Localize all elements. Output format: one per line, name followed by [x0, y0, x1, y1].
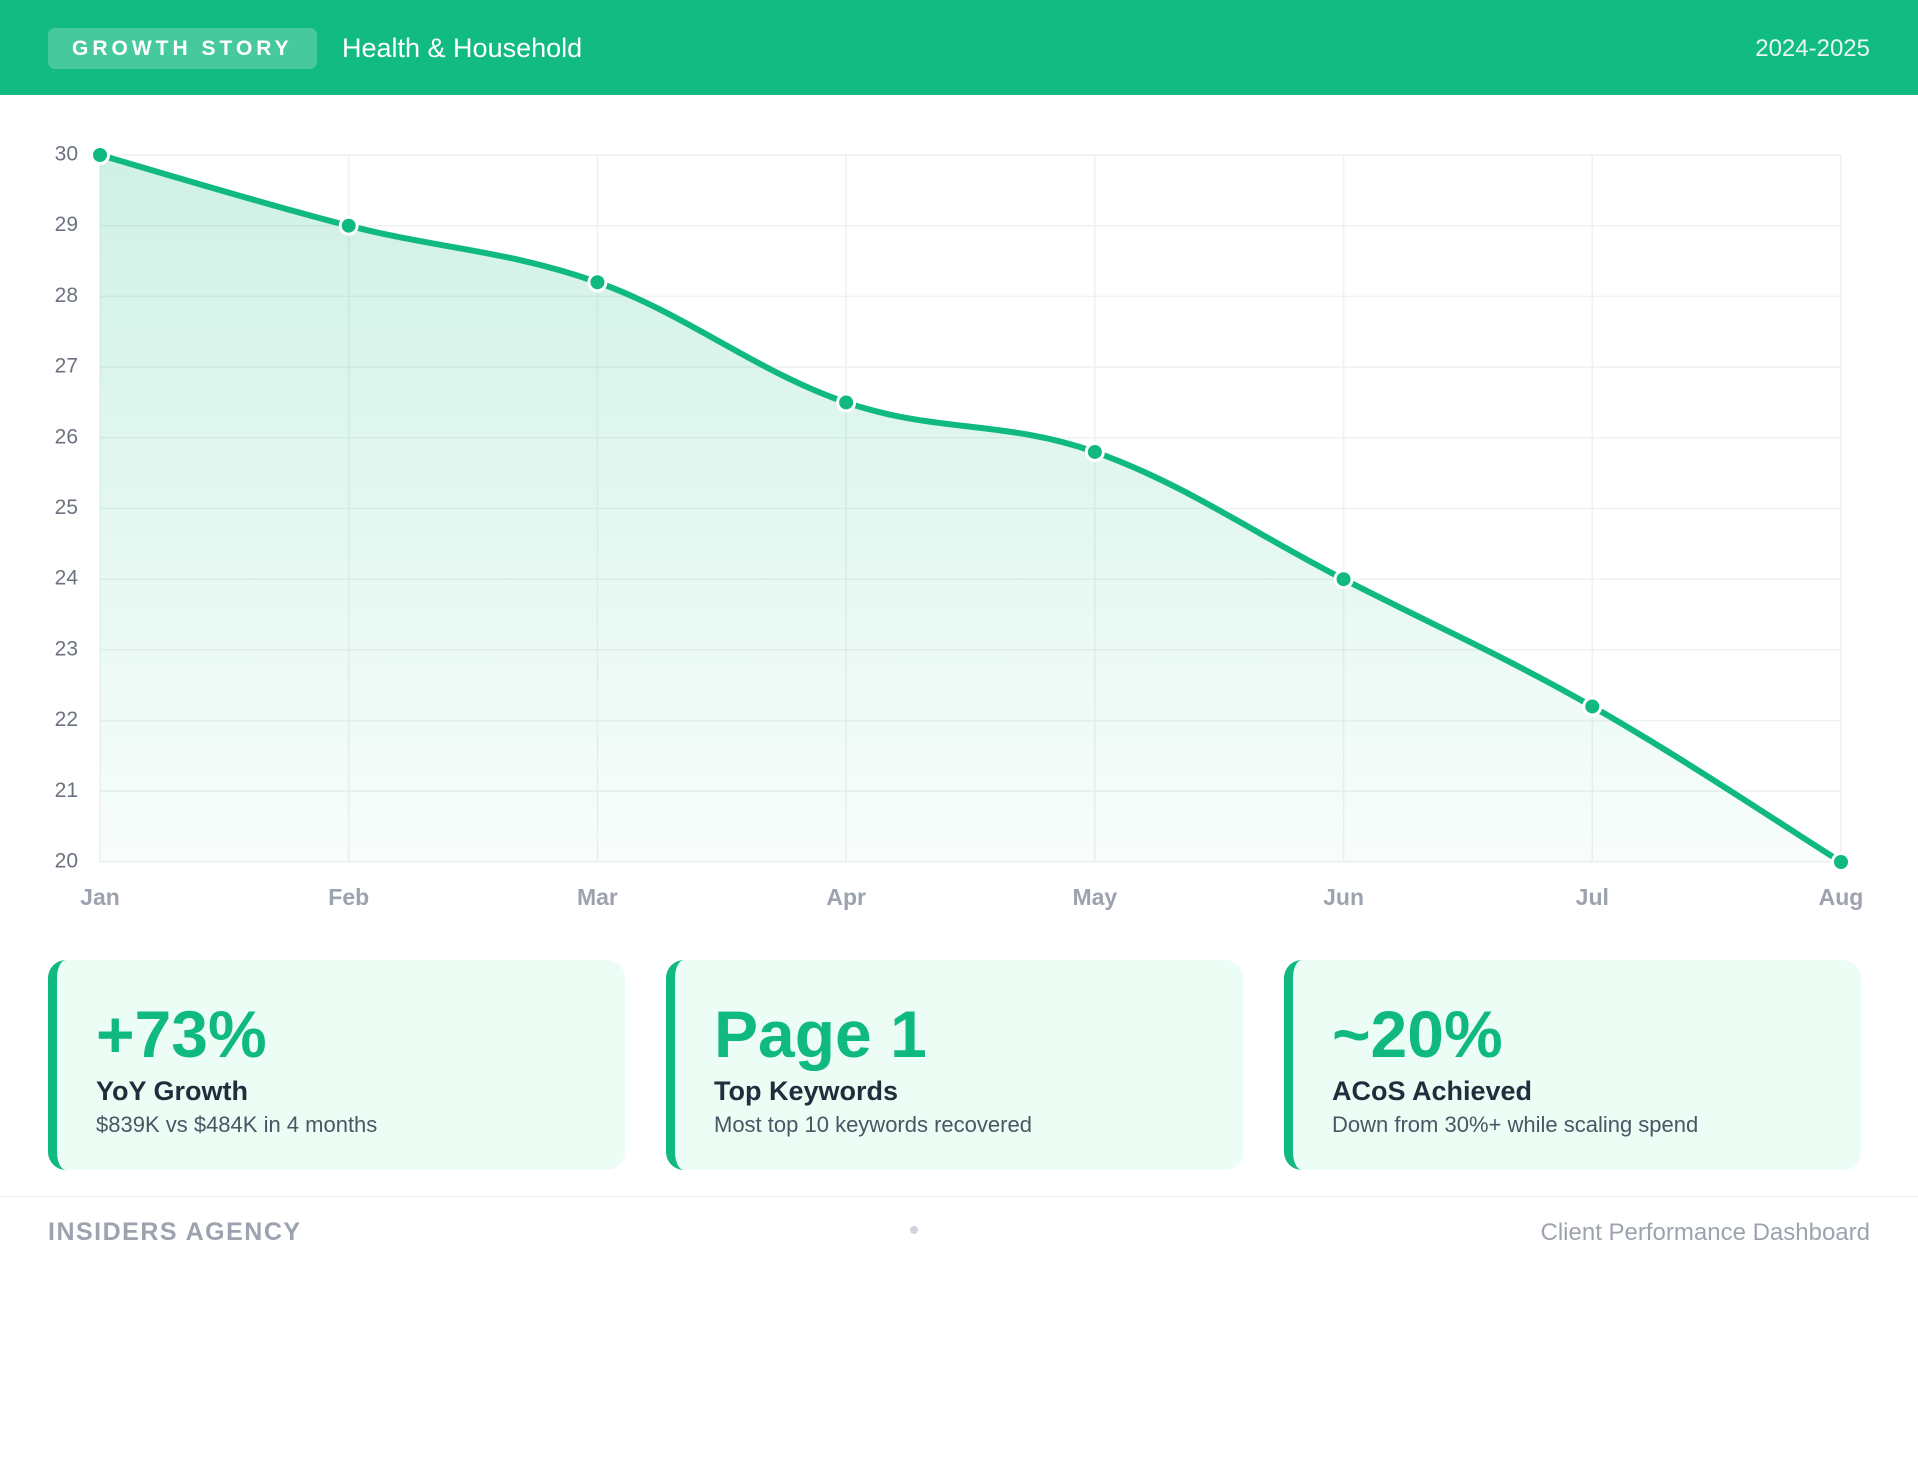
footer-dot — [910, 1226, 918, 1234]
y-tick-label: 25 — [55, 496, 78, 519]
x-tick-label: Jun — [1323, 884, 1364, 910]
y-tick-label: 20 — [55, 850, 78, 873]
point — [1582, 696, 1603, 717]
point — [1084, 441, 1105, 462]
x-tick-label: Jan — [80, 884, 120, 910]
footer-brand: INSIDERS AGENCY — [48, 1218, 302, 1246]
footer-divider — [0, 1196, 1918, 1197]
header-title: Health & Household — [342, 33, 583, 63]
point — [1831, 852, 1851, 872]
footer-tagline: Client Performance Dashboard — [1540, 1219, 1871, 1246]
card-detail: $839K vs $484K in 4 months — [96, 1112, 378, 1137]
chart: 20 21 22 23 24 25 26 27 28 29 30 Jan Feb Mar Apr May Jun… — [55, 143, 1864, 911]
x-tick-label: Jul — [1576, 884, 1609, 910]
card: +73% YoY Growth $839K vs $484K in 4 mont… — [48, 960, 625, 1170]
card: ~20% ACoS Achieved Down from 30%+ while … — [1284, 960, 1861, 1170]
x-tick-label: Aug — [1819, 884, 1864, 910]
card-detail: Down from 30%+ while scaling spend — [1332, 1112, 1699, 1137]
card: Page 1 Top Keywords Most top 10 keywords… — [666, 960, 1243, 1170]
x-tick-label: Mar — [577, 884, 618, 910]
y-tick-label: 26 — [55, 425, 78, 448]
y-tick-label: 30 — [55, 143, 78, 166]
y-tick-label: 27 — [55, 355, 78, 378]
x-tick-label: Feb — [328, 884, 369, 910]
card-label: YoY Growth — [96, 1076, 249, 1106]
badge: GROWTH STORY — [48, 28, 317, 69]
y-tick-label: 24 — [55, 567, 79, 590]
area — [100, 155, 1841, 862]
card-detail: Most top 10 keywords recovered — [714, 1112, 1032, 1137]
point — [1333, 569, 1354, 590]
y-tick-label: 21 — [55, 779, 78, 802]
x-tick-label: May — [1072, 884, 1117, 910]
point — [90, 145, 110, 165]
point — [587, 272, 608, 293]
point — [338, 215, 359, 236]
card-label: Top Keywords — [714, 1076, 899, 1106]
point — [836, 392, 857, 413]
line — [97, 152, 1844, 865]
card-value: Page 1 — [714, 997, 927, 1071]
y-tick-label: 22 — [55, 708, 78, 731]
y-tick-label: 28 — [55, 284, 78, 307]
header: GROWTH STORY Health & Household 2024-202… — [0, 0, 1918, 95]
x-tick-label: Apr — [826, 884, 866, 910]
card-value: +73% — [96, 997, 267, 1071]
y-tick-label: 23 — [55, 637, 78, 660]
card-value: ~20% — [1332, 997, 1503, 1071]
period: 2024-2025 — [1755, 35, 1870, 62]
y-tick-label: 29 — [55, 213, 78, 236]
card-label: ACoS Achieved — [1332, 1076, 1533, 1106]
